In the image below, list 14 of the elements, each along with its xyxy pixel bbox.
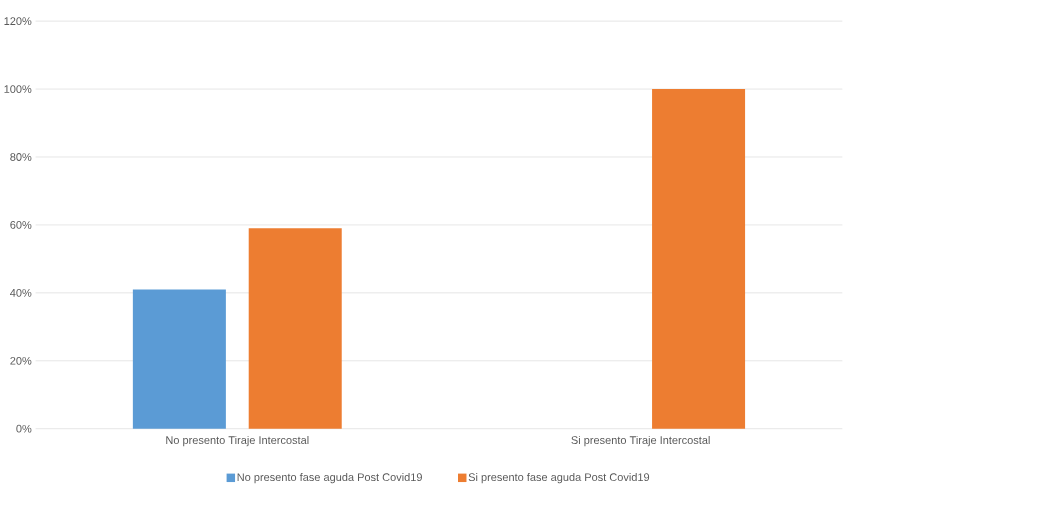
y-tick-label: 0% [16, 424, 32, 433]
bar [248, 228, 342, 429]
x-tick-label: Si presento Tiraje Intercostal [571, 435, 710, 447]
y-tick-label: 120% [4, 17, 32, 25]
y-tick-label: 100% [4, 85, 32, 93]
bar [652, 88, 746, 429]
legend-label: No presento fase aguda Post Covid19 [237, 472, 422, 484]
y-tick-label: 40% [10, 288, 32, 297]
bar [132, 289, 226, 429]
y-tick-label: 80% [10, 153, 32, 161]
x-tick-label: No presento Tiraje Intercostal [166, 435, 309, 447]
y-tick-label: 20% [10, 356, 32, 365]
legend-label: Si presento fase aguda Post Covid19 [468, 472, 650, 484]
y-tick-label: 60% [10, 220, 32, 229]
